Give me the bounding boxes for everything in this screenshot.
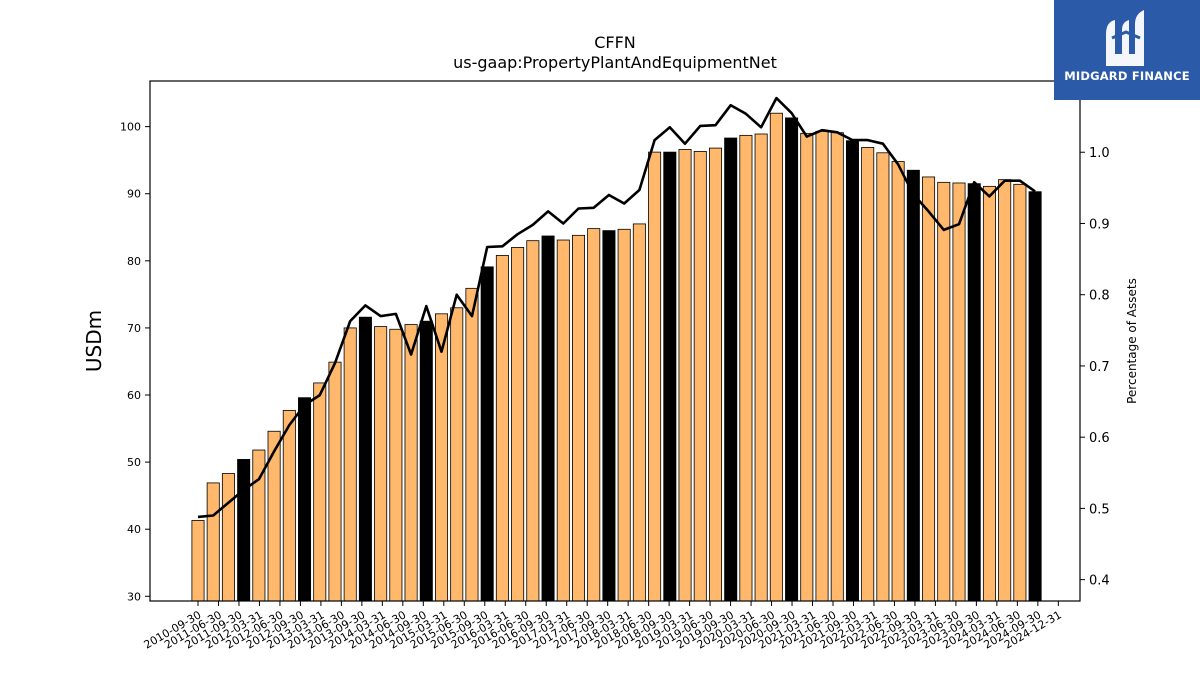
bar-2021-06-30 [830, 132, 844, 602]
bar-2020-06-30 [769, 112, 783, 602]
left-axis-ticks: 30 40 50 60 70 80 90 100 [120, 121, 150, 603]
bar-2010-09-30 [191, 520, 205, 602]
brand-logo: MIDGARD FINANCE [1054, 0, 1200, 100]
bar-2012-06-30 [282, 410, 296, 602]
bar-2018-03-31 [632, 223, 646, 602]
y2-tick-label: 0.6 [1089, 431, 1110, 446]
bar-2013-09-30 [358, 316, 372, 602]
y-axis-label: USDm [82, 310, 106, 372]
bar-2015-06-30 [465, 287, 479, 602]
chart-title: CFFN [594, 33, 636, 52]
y-tick-label: 100 [120, 121, 141, 134]
bar-2022-09-30 [906, 169, 920, 602]
y-tick-label: 30 [127, 590, 141, 603]
bar-2011-09-30 [237, 459, 251, 602]
bar-2019-06-30 [708, 147, 722, 602]
bar-2014-03-31 [389, 328, 403, 602]
bar-2012-12-31 [313, 382, 327, 602]
y-tick-label: 40 [127, 523, 141, 536]
y2-tick-label: 0.7 [1089, 360, 1110, 375]
y-tick-label: 60 [127, 389, 141, 402]
chart-subtitle: us-gaap:PropertyPlantAndEquipmentNet [453, 53, 777, 72]
bar-2015-09-30 [480, 266, 494, 602]
bar-2019-09-30 [724, 137, 738, 602]
bar-2011-03-31 [221, 473, 235, 602]
bar-2018-06-30 [648, 151, 662, 602]
bar-2012-09-30 [298, 397, 312, 602]
y2-tick-label: 0.4 [1089, 574, 1110, 589]
y2-tick-label: 0.8 [1089, 289, 1110, 304]
bar-2013-03-31 [328, 361, 342, 602]
y2-axis-label: Percentage of Assets [1125, 278, 1139, 404]
bar-2016-12-31 [556, 239, 570, 602]
y-tick-label: 50 [127, 456, 141, 469]
bar-2017-03-31 [572, 234, 586, 602]
bar-2023-09-30 [967, 183, 981, 602]
bar-2020-12-31 [800, 132, 814, 602]
midgard-m-logo-icon [1106, 10, 1144, 66]
bar-2015-12-31 [495, 255, 509, 602]
line-group [197, 96, 1036, 519]
bar-2016-03-31 [511, 246, 525, 602]
bar-2015-03-31 [450, 307, 464, 602]
x-axis-ticks: 2010-09-302011-06-302011-09-302012-03-31… [142, 601, 1064, 652]
bar-2014-09-30 [419, 320, 433, 602]
bar-2017-12-31 [617, 228, 631, 602]
plot-frame [149, 80, 1081, 602]
bar-2021-12-31 [861, 147, 875, 602]
bar-2010-12-31 [206, 482, 220, 602]
y2-tick-label: 0.9 [1089, 217, 1110, 232]
bar-2020-09-30 [785, 117, 799, 602]
bar-2022-06-30 [891, 161, 905, 602]
bar-2020-03-31 [754, 133, 768, 602]
bar-2024-09-30 [1028, 191, 1042, 602]
bar-2017-06-30 [587, 228, 601, 602]
bar-2023-06-30 [952, 182, 966, 602]
bar-2014-12-31 [435, 313, 449, 602]
bar-2022-12-31 [922, 176, 936, 602]
bar-2016-09-30 [541, 235, 555, 602]
bar-2014-06-30 [404, 324, 418, 602]
y-tick-label: 80 [127, 255, 141, 268]
bar-2024-03-31 [998, 179, 1012, 602]
bar-2016-06-30 [526, 240, 540, 602]
bar-2023-03-31 [937, 181, 951, 602]
bar-2018-09-30 [663, 151, 677, 602]
bar-2021-09-30 [845, 140, 859, 602]
bars-group [191, 112, 1042, 602]
bar-2022-03-31 [876, 152, 890, 602]
bar-2024-06-30 [1013, 183, 1027, 602]
bar-2013-06-30 [343, 327, 357, 602]
y2-tick-label: 1.0 [1089, 146, 1110, 161]
brand-name: MIDGARD FINANCE [1064, 69, 1190, 83]
line-series [197, 96, 1036, 519]
bar-2013-12-31 [374, 326, 388, 602]
bar-2019-12-31 [739, 134, 753, 602]
bar-2023-12-31 [982, 185, 996, 602]
y-tick-label: 90 [127, 188, 141, 201]
bar-2021-03-31 [815, 130, 829, 602]
y2-tick-label: 0.5 [1089, 502, 1110, 517]
bar-2017-09-30 [602, 230, 616, 602]
right-axis-ticks: 0.4 0.5 0.6 0.7 0.8 0.9 1.0 [1080, 146, 1110, 589]
bar-2018-12-31 [678, 149, 692, 602]
bar-2019-03-31 [693, 151, 707, 602]
y-tick-label: 70 [127, 322, 141, 335]
